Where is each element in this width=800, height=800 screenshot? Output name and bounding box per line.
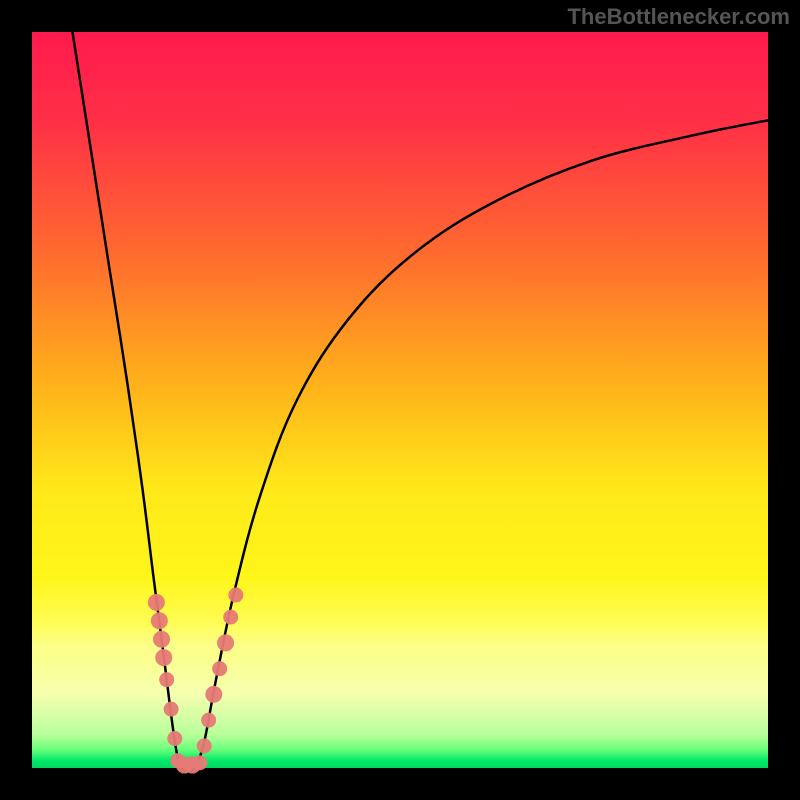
data-marker xyxy=(154,631,170,647)
data-marker xyxy=(224,610,238,624)
data-marker xyxy=(168,732,182,746)
data-marker xyxy=(229,588,243,602)
data-marker xyxy=(218,635,234,651)
data-marker xyxy=(206,686,222,702)
data-marker xyxy=(164,702,178,716)
chart-root: TheBottlenecker.com xyxy=(0,0,800,800)
data-marker xyxy=(148,594,164,610)
data-marker xyxy=(193,756,207,770)
bottleneck-chart xyxy=(0,0,800,800)
data-marker xyxy=(151,613,167,629)
plot-area xyxy=(32,32,768,773)
data-marker xyxy=(202,713,216,727)
data-marker xyxy=(213,662,227,676)
watermark-text: TheBottlenecker.com xyxy=(567,4,790,30)
data-marker xyxy=(197,739,211,753)
data-marker xyxy=(156,650,172,666)
data-marker xyxy=(160,673,174,687)
